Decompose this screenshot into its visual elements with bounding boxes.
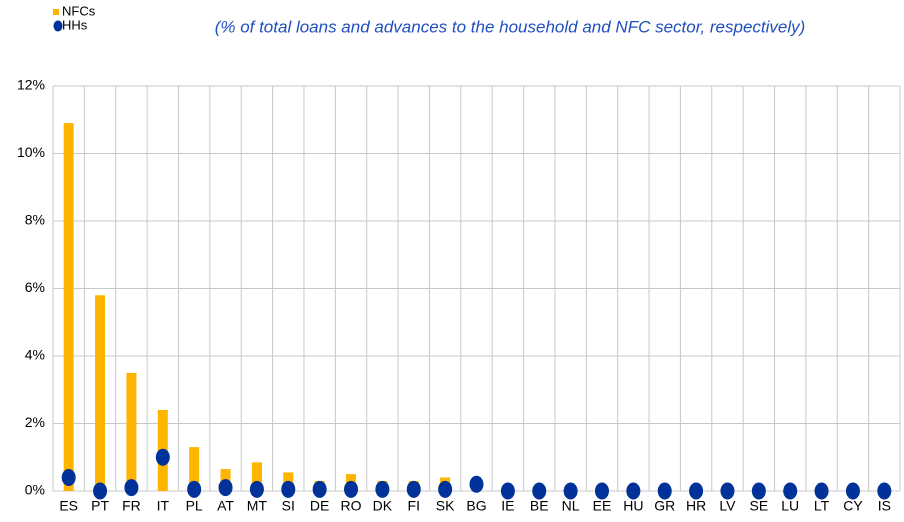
dot [814, 482, 829, 500]
dot [783, 482, 798, 500]
dot [532, 482, 547, 500]
dot [155, 448, 170, 466]
dot [594, 482, 609, 500]
x-tick-label: IE [501, 498, 514, 514]
x-tick-label: DE [310, 498, 329, 514]
bar [126, 372, 137, 491]
dot [689, 482, 704, 500]
x-tick-label: IT [157, 498, 170, 514]
x-tick-label: EE [593, 498, 612, 514]
x-tick-label: LT [814, 498, 830, 514]
x-tick-label: DK [373, 498, 393, 514]
x-tick-label: FR [122, 498, 141, 514]
x-tick-label: LU [781, 498, 799, 514]
y-tick-label: 10% [17, 144, 45, 160]
dot [281, 480, 296, 498]
x-tick-label: SK [436, 498, 455, 514]
x-tick-label: FI [408, 498, 420, 514]
dot [187, 480, 202, 498]
dot [626, 482, 641, 500]
x-tick-label: LV [719, 498, 736, 514]
bar [189, 447, 200, 491]
dot [344, 480, 359, 498]
dot [438, 480, 453, 498]
dot [469, 475, 484, 493]
y-tick-label: 4% [25, 347, 45, 363]
chart-subtitle: (% of total loans and advances to the ho… [215, 17, 806, 36]
x-tick-label: PL [186, 498, 203, 514]
dot [751, 482, 766, 500]
dot [124, 479, 139, 497]
dot [657, 482, 672, 500]
bar [251, 462, 262, 491]
legend-swatch [53, 9, 59, 15]
x-tick-label: ES [59, 498, 78, 514]
x-tick-label: HU [623, 498, 643, 514]
y-tick-label: 8% [25, 212, 45, 228]
y-tick-label: 6% [25, 279, 45, 295]
dot [93, 482, 108, 500]
dot [218, 479, 233, 497]
x-tick-label: NL [562, 498, 580, 514]
bar [95, 295, 106, 491]
y-tick-label: 2% [25, 414, 45, 430]
x-tick-label: SE [749, 498, 768, 514]
x-tick-label: RO [341, 498, 362, 514]
bar [63, 123, 74, 491]
x-tick-label: MT [247, 498, 268, 514]
dot [500, 482, 515, 500]
dot [61, 469, 76, 486]
legend-swatch [53, 20, 63, 32]
dot [877, 482, 892, 500]
x-tick-label: BE [530, 498, 549, 514]
y-tick-label: 12% [17, 77, 45, 93]
legend-label: HHs [62, 17, 88, 32]
x-tick-label: SI [282, 498, 295, 514]
dot [845, 482, 860, 500]
dot [406, 480, 421, 498]
x-tick-label: BG [466, 498, 486, 514]
dot [375, 480, 390, 498]
x-tick-label: AT [217, 498, 234, 514]
dot [563, 482, 578, 500]
x-tick-label: IS [878, 498, 891, 514]
x-tick-label: PT [91, 498, 109, 514]
x-tick-label: GR [654, 498, 675, 514]
dot [720, 482, 735, 500]
legend-label: NFCs [62, 3, 96, 18]
dot [249, 480, 264, 498]
x-tick-label: HR [686, 498, 706, 514]
x-tick-label: CY [843, 498, 863, 514]
y-tick-label: 0% [25, 482, 45, 498]
dot [312, 480, 327, 498]
